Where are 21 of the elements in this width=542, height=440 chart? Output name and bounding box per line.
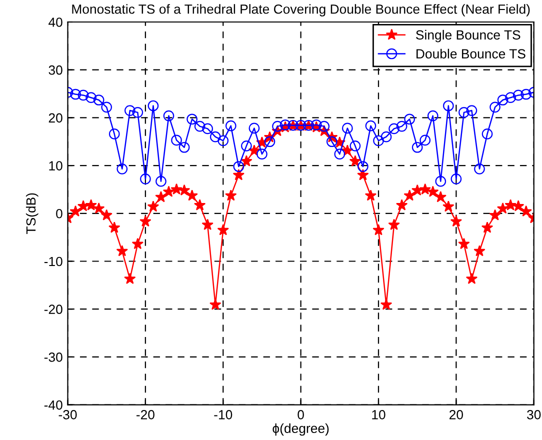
y-tick-label: 20 (48, 113, 62, 123)
x-tick-label: 0 (298, 410, 304, 420)
y-tick-label: -30 (44, 352, 62, 362)
x-tick-label: 20 (450, 410, 464, 420)
chart-title: Monostatic TS of a Trihedral Plate Covering Double Bounce Effect (Near Field) (72, 4, 530, 16)
x-tick-label: 10 (372, 410, 386, 420)
legend-label: Double Bounce TS (416, 48, 526, 59)
y-tick-label: -20 (44, 304, 62, 314)
y-tick-label: 40 (48, 18, 62, 27)
y-tick-label: -40 (44, 400, 62, 410)
y-tick-label: 0 (56, 208, 62, 218)
y-tick-label: 10 (49, 161, 62, 170)
x-tick-label: -30 (58, 410, 77, 420)
y-axis-title: TS(dB) (26, 193, 38, 234)
y-tick-label: -10 (44, 256, 62, 266)
x-tick-label: -20 (136, 410, 154, 420)
x-tick-label: -10 (214, 410, 232, 420)
x-axis-title: ϕ(degree) (272, 423, 329, 436)
x-tick-label: 30 (527, 410, 541, 420)
y-tick-label: 30 (48, 65, 62, 75)
legend-label: Single Bounce TS (416, 30, 520, 42)
